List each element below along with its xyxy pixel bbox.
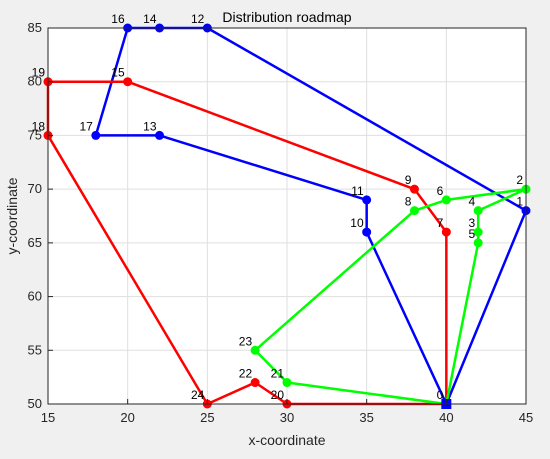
- node-marker-13: [155, 130, 165, 140]
- x-tick-label: 25: [200, 410, 214, 425]
- node-label-12: 12: [191, 12, 205, 26]
- node-label-19: 19: [32, 66, 46, 80]
- x-tick-label: 30: [280, 410, 294, 425]
- x-tick-label: 15: [41, 410, 55, 425]
- node-label-11: 11: [351, 184, 364, 198]
- node-marker-5: [473, 238, 483, 248]
- route-line-3: [253, 187, 528, 406]
- node-label-20: 20: [271, 388, 285, 402]
- node-label-24: 24: [191, 388, 205, 402]
- node-marker-22: [250, 378, 260, 388]
- node-label-3: 3: [469, 216, 476, 230]
- node-marker-11: [362, 195, 372, 205]
- y-tick-label: 60: [28, 289, 42, 304]
- y-tick-label: 75: [28, 127, 42, 142]
- node-label-7: 7: [437, 216, 444, 230]
- node-marker-21: [282, 378, 292, 388]
- y-tick-label: 70: [28, 181, 42, 196]
- node-label-23: 23: [239, 334, 253, 348]
- y-axis-label: y-coordinate: [4, 177, 20, 254]
- node-label-16: 16: [111, 12, 125, 26]
- node-label-15: 15: [111, 66, 125, 80]
- node-label-5: 5: [469, 227, 476, 241]
- y-tick-label: 80: [28, 74, 42, 89]
- node-label-14: 14: [143, 12, 157, 26]
- node-label-21: 21: [271, 367, 285, 381]
- node-marker-4: [473, 206, 483, 216]
- y-axis-ticks: 50 55 60 65 70 75 80 85: [28, 20, 53, 411]
- node-label-10: 10: [350, 216, 364, 230]
- x-tick-label: 45: [519, 410, 533, 425]
- node-label-22: 22: [239, 367, 253, 381]
- node-marker-17: [91, 130, 101, 140]
- y-tick-label: 65: [28, 235, 42, 250]
- node-marker-6: [441, 195, 451, 205]
- node-label-4: 4: [469, 195, 476, 209]
- node-marker-15: [123, 77, 133, 87]
- node-label-18: 18: [32, 119, 46, 133]
- node-label-2: 2: [516, 173, 523, 187]
- node-label-0: 0: [437, 388, 444, 402]
- node-marker-10: [362, 227, 372, 237]
- x-tick-label: 20: [120, 410, 134, 425]
- node-marker-9: [409, 184, 419, 194]
- x-axis-label: x-coordinate: [248, 432, 325, 448]
- node-marker-3: [473, 227, 483, 237]
- node-label-9: 9: [405, 173, 412, 187]
- x-tick-label: 40: [439, 410, 453, 425]
- node-marker-7: [441, 227, 451, 237]
- node-marker-8: [409, 206, 419, 216]
- node-label-1: 1: [516, 195, 523, 209]
- node-label-8: 8: [405, 195, 412, 209]
- y-tick-label: 85: [28, 20, 42, 35]
- node-label-13: 13: [143, 119, 157, 133]
- y-tick-label: 50: [28, 396, 42, 411]
- node-marker-23: [250, 345, 260, 355]
- x-tick-label: 35: [359, 410, 373, 425]
- chart-title: Distribution roadmap: [222, 9, 351, 25]
- node-label-6: 6: [437, 184, 444, 198]
- y-tick-label: 55: [28, 342, 42, 357]
- node-label-17: 17: [79, 119, 93, 133]
- x-axis-ticks: 15 20 25 30 35 40 45: [41, 399, 533, 425]
